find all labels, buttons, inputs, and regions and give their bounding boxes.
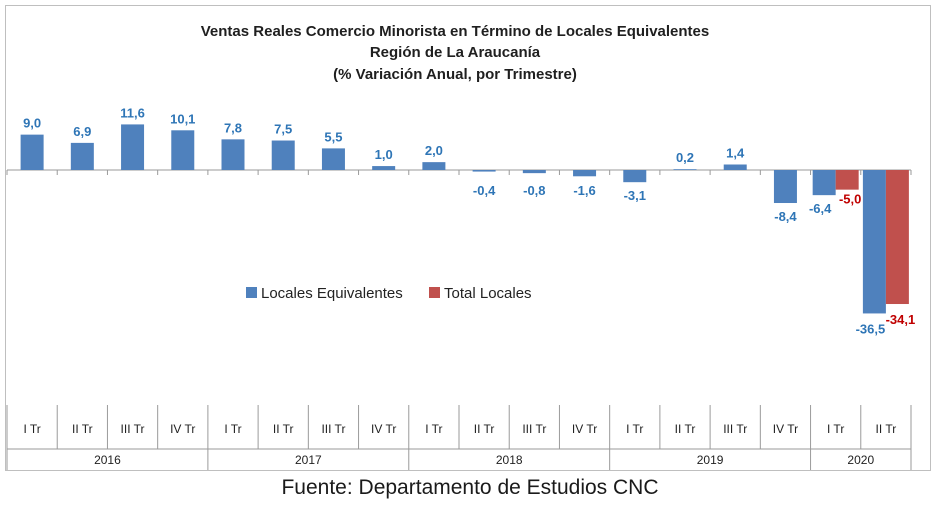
bar-locales-equivalentes xyxy=(171,130,195,170)
data-label: 7,5 xyxy=(274,122,292,137)
data-label: 1,4 xyxy=(726,145,745,160)
category-tick-label: IV Tr xyxy=(773,422,798,436)
bar-locales-equivalentes xyxy=(522,170,546,174)
category-tick-label: III Tr xyxy=(121,422,145,436)
category-tick-label: IV Tr xyxy=(170,422,195,436)
data-label: 9,0 xyxy=(23,116,41,131)
data-label: -6,4 xyxy=(809,201,832,216)
category-tick-label: II Tr xyxy=(675,422,696,436)
year-label: 2019 xyxy=(697,453,724,467)
category-tick-label: I Tr xyxy=(827,422,844,436)
category-tick-label: IV Tr xyxy=(572,422,597,436)
data-label: 6,9 xyxy=(73,124,91,139)
data-label: 5,5 xyxy=(324,129,342,144)
data-label: 2,0 xyxy=(425,143,443,158)
bar-locales-equivalentes xyxy=(70,142,94,170)
bar-total-locales xyxy=(835,170,859,190)
category-tick-label: III Tr xyxy=(522,422,546,436)
bar-locales-equivalentes xyxy=(422,162,446,170)
data-label: 1,0 xyxy=(375,147,393,162)
bar-locales-equivalentes xyxy=(673,169,697,170)
bar-locales-equivalentes xyxy=(321,148,345,170)
data-label: 0,2 xyxy=(676,150,694,165)
category-tick-label: II Tr xyxy=(474,422,495,436)
bar-locales-equivalentes xyxy=(623,170,647,183)
category-tick-label: I Tr xyxy=(626,422,643,436)
category-tick-label: I Tr xyxy=(224,422,241,436)
bar-locales-equivalentes xyxy=(472,170,496,172)
bar-locales-equivalentes xyxy=(121,124,145,170)
bar-total-locales xyxy=(885,170,909,305)
chart-title-line-3: (% Variación Anual, por Trimestre) xyxy=(333,66,577,83)
bar-locales-equivalentes xyxy=(372,166,396,170)
bar-locales-equivalentes xyxy=(812,170,836,196)
chart-frame xyxy=(5,5,931,471)
category-tick-label: II Tr xyxy=(876,422,897,436)
bar-locales-equivalentes xyxy=(723,164,747,170)
legend-swatch-locales-equivalentes xyxy=(246,287,257,298)
data-label: -3,1 xyxy=(624,188,646,203)
category-tick-label: II Tr xyxy=(72,422,93,436)
year-label: 2018 xyxy=(496,453,523,467)
data-label: -5,0 xyxy=(839,192,861,207)
year-label: 2016 xyxy=(94,453,121,467)
data-label: -34,1 xyxy=(886,312,916,327)
legend-label-locales-equivalentes: Locales Equivalentes xyxy=(261,285,403,302)
data-label: 11,6 xyxy=(120,105,145,120)
category-tick-label: III Tr xyxy=(321,422,345,436)
category-tick-label: III Tr xyxy=(723,422,747,436)
bar-locales-equivalentes xyxy=(573,170,597,177)
category-tick-label: I Tr xyxy=(23,422,40,436)
bar-locales-equivalentes xyxy=(862,170,886,314)
data-label: -8,4 xyxy=(774,209,797,224)
bar-locales-equivalentes xyxy=(271,140,295,170)
data-label: -0,8 xyxy=(523,183,545,198)
data-label: 7,8 xyxy=(224,120,242,135)
data-label: -1,6 xyxy=(573,183,595,198)
bar-locales-equivalentes xyxy=(221,139,245,170)
chart-title-line-2: Región de La Araucanía xyxy=(370,44,541,61)
category-tick-label: II Tr xyxy=(273,422,294,436)
category-tick-label: IV Tr xyxy=(371,422,396,436)
category-tick-label: I Tr xyxy=(425,422,442,436)
bar-locales-equivalentes xyxy=(20,134,44,170)
chart-title-line-1: Ventas Reales Comercio Minorista en Térm… xyxy=(201,23,710,40)
year-label: 2020 xyxy=(847,453,874,467)
data-label: -36,5 xyxy=(856,321,886,336)
source-note: Fuente: Departamento de Estudios CNC xyxy=(281,476,659,499)
bar-locales-equivalentes xyxy=(773,170,797,204)
data-label: -0,4 xyxy=(473,183,496,198)
legend-swatch-total-locales xyxy=(429,287,440,298)
data-label: 10,1 xyxy=(170,111,195,126)
legend-label-total-locales: Total Locales xyxy=(444,285,532,302)
year-label: 2017 xyxy=(295,453,322,467)
